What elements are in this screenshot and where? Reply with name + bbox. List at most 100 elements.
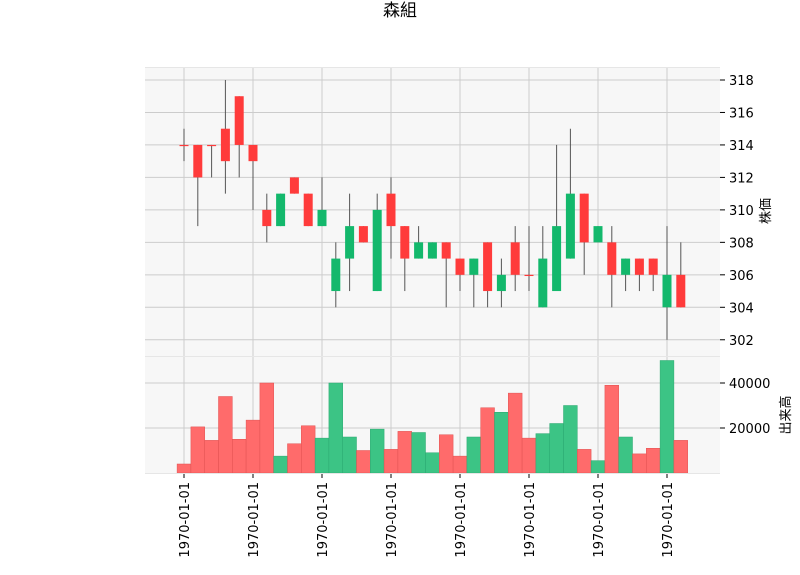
candle-body	[565, 193, 575, 259]
candle-body	[276, 193, 286, 227]
volume-bar	[342, 436, 357, 474]
price-tick-label: 312	[729, 171, 754, 186]
axis-labels: 302 304 306 308 310 312 314 316 318 20000 40000 197…	[178, 74, 770, 558]
volume-bar	[273, 455, 288, 474]
candle-body	[414, 242, 424, 259]
candle-body	[676, 274, 686, 308]
volume-bar	[452, 455, 468, 474]
volume-bar	[494, 412, 509, 474]
volume-bar	[439, 434, 454, 474]
volume-bar	[425, 452, 440, 474]
volume-bar	[356, 450, 371, 474]
volume-bar	[370, 428, 385, 474]
date-tick-label: 1970-01-01	[178, 482, 193, 558]
volume-bar	[646, 448, 661, 474]
price-tick-label: 310	[729, 204, 754, 219]
candle-body	[289, 177, 299, 194]
date-tick-label: 1970-01-01	[661, 482, 676, 558]
volume-bar	[549, 423, 564, 474]
volume-bar	[218, 396, 233, 474]
volume-bar	[287, 443, 302, 474]
volume-bar	[328, 382, 343, 474]
date-tick-label: 1970-01-01	[523, 482, 538, 558]
price-axis-label: 株価	[759, 198, 774, 224]
candle-body	[524, 274, 534, 277]
price-tick-label: 306	[729, 269, 754, 284]
volume-bar	[563, 405, 578, 474]
volume-bar	[618, 436, 633, 474]
volume-bar	[673, 440, 688, 474]
candle-body	[552, 226, 562, 292]
date-tick-label: 1970-01-01	[385, 482, 400, 558]
volume-bar	[521, 437, 537, 474]
candle-body	[262, 209, 272, 227]
candle-body	[441, 242, 451, 259]
candle-body	[469, 258, 479, 275]
candle-body	[303, 193, 313, 227]
candle-body	[607, 242, 617, 275]
price-tick-label: 302	[729, 334, 754, 349]
volume-bar	[245, 419, 261, 474]
volume-bar	[411, 432, 426, 474]
candle-body	[248, 144, 258, 162]
candle-body	[427, 242, 437, 259]
volume-bar	[232, 439, 247, 474]
volume-tick-label: 20000	[729, 422, 770, 437]
price-tick-label: 316	[729, 106, 754, 121]
candle-body	[593, 226, 603, 243]
volume-bar	[535, 433, 550, 474]
price-tick-label: 304	[729, 301, 754, 316]
candle-body	[193, 144, 203, 178]
candles	[179, 79, 686, 340]
candle-body	[372, 209, 382, 292]
volume-bar	[508, 392, 523, 474]
candle-body	[510, 242, 520, 275]
candle-body	[179, 144, 189, 147]
candle-body	[538, 258, 548, 308]
volume-bar	[314, 437, 330, 474]
candle-body	[358, 226, 368, 243]
volume-bar	[659, 360, 675, 474]
candle-body	[220, 128, 230, 162]
volume-bar	[301, 425, 316, 474]
volume-bar	[190, 426, 205, 474]
chart-title: 森組	[383, 1, 417, 21]
candle-body	[634, 258, 644, 275]
candle-body	[331, 258, 341, 292]
candle-body	[317, 209, 327, 227]
date-tick-label: 1970-01-01	[454, 482, 469, 558]
candle-body	[483, 242, 493, 292]
date-tick-label: 1970-01-01	[247, 482, 262, 558]
price-tick-label: 314	[729, 139, 754, 154]
candle-body	[662, 274, 672, 308]
candle-body	[386, 193, 396, 227]
volume-axis-label: 出来高	[778, 395, 794, 434]
volume-bar	[590, 460, 606, 474]
candle-body	[400, 226, 410, 259]
candle-body	[648, 258, 658, 275]
candle-body	[579, 193, 589, 243]
candle-body	[496, 274, 506, 292]
price-panel-background	[145, 67, 720, 356]
candle-body	[345, 226, 355, 259]
volume-bar	[204, 440, 219, 474]
volume-bar	[383, 449, 399, 474]
grid-lines	[145, 67, 720, 473]
candle-body	[207, 144, 217, 147]
volume-bar	[176, 463, 192, 474]
volume-bars	[176, 360, 688, 474]
volume-tick-label: 40000	[729, 377, 770, 392]
volume-bar	[604, 385, 619, 474]
volume-bar	[259, 382, 274, 474]
volume-bar	[466, 436, 481, 474]
price-tick-label: 308	[729, 236, 754, 251]
candle-body	[621, 258, 631, 275]
candle-body	[234, 96, 244, 145]
candle-body	[455, 258, 465, 275]
date-tick-label: 1970-01-01	[316, 482, 331, 558]
volume-bar	[480, 407, 495, 474]
volume-bar	[397, 431, 412, 474]
volume-bar	[577, 449, 592, 474]
volume-bar	[632, 453, 647, 474]
